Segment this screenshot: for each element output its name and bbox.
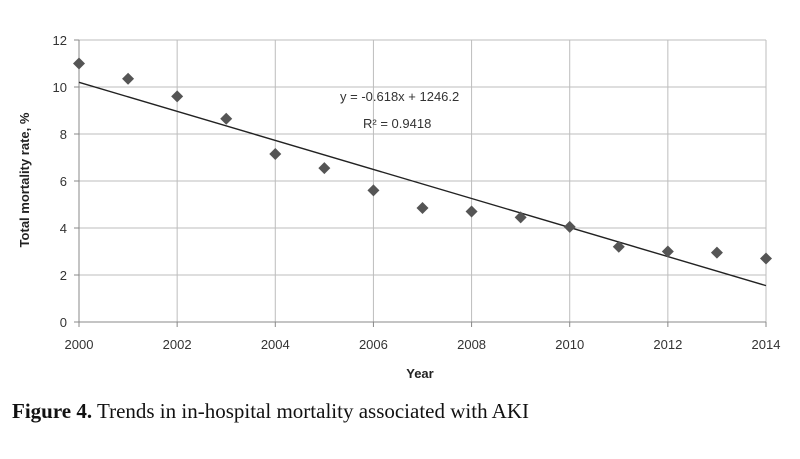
y-tick-label: 10 xyxy=(53,80,67,95)
y-tick-label: 12 xyxy=(53,33,67,48)
y-tick-label: 4 xyxy=(60,221,67,236)
data-point xyxy=(416,202,429,215)
trendline-path xyxy=(78,81,767,287)
data-point xyxy=(122,72,135,85)
data-point xyxy=(514,211,527,224)
y-tick-label: 2 xyxy=(60,268,67,283)
data-point xyxy=(661,245,674,258)
x-tick-label: 2002 xyxy=(163,337,192,352)
x-tick-label: 2012 xyxy=(653,337,682,352)
data-point xyxy=(760,252,772,265)
trendline-r-squared: R² = 0.9418 xyxy=(363,116,431,131)
data-point xyxy=(563,220,576,233)
trendline-equation: y = -0.618x + 1246.2 xyxy=(340,89,459,104)
y-axis-title: Total mortality rate, % xyxy=(17,112,32,247)
x-tick-label: 2014 xyxy=(752,337,781,352)
x-tick-label: 2008 xyxy=(457,337,486,352)
y-tick-label: 8 xyxy=(60,127,67,142)
tick-labels: 0 2 4 6 8 10 12 2000 2002 2004 2006 2008 2010 2012 201… xyxy=(53,33,781,352)
data-point xyxy=(269,147,282,160)
axes xyxy=(74,39,767,327)
x-tick-label: 2000 xyxy=(65,337,94,352)
data-points xyxy=(73,57,772,265)
data-point xyxy=(318,162,331,175)
x-tick-label: 2004 xyxy=(261,337,290,352)
data-point xyxy=(367,184,380,197)
data-point xyxy=(710,246,723,259)
x-tick-label: 2006 xyxy=(359,337,388,352)
data-point xyxy=(171,90,184,103)
data-point xyxy=(220,112,233,125)
data-point xyxy=(465,205,478,218)
figure-caption-text: Trends in in-hospital mortality associat… xyxy=(92,399,529,423)
data-point xyxy=(73,57,85,70)
y-tick-label: 6 xyxy=(60,174,67,189)
figure-caption-label: Figure 4. xyxy=(12,399,92,423)
grid xyxy=(78,39,767,323)
y-tick-label: 0 xyxy=(60,315,67,330)
figure-caption: Figure 4. Trends in in-hospital mortalit… xyxy=(12,399,529,423)
trendline xyxy=(78,81,767,287)
x-axis-title: Year xyxy=(406,366,433,381)
x-tick-label: 2010 xyxy=(555,337,584,352)
data-point xyxy=(612,240,625,253)
